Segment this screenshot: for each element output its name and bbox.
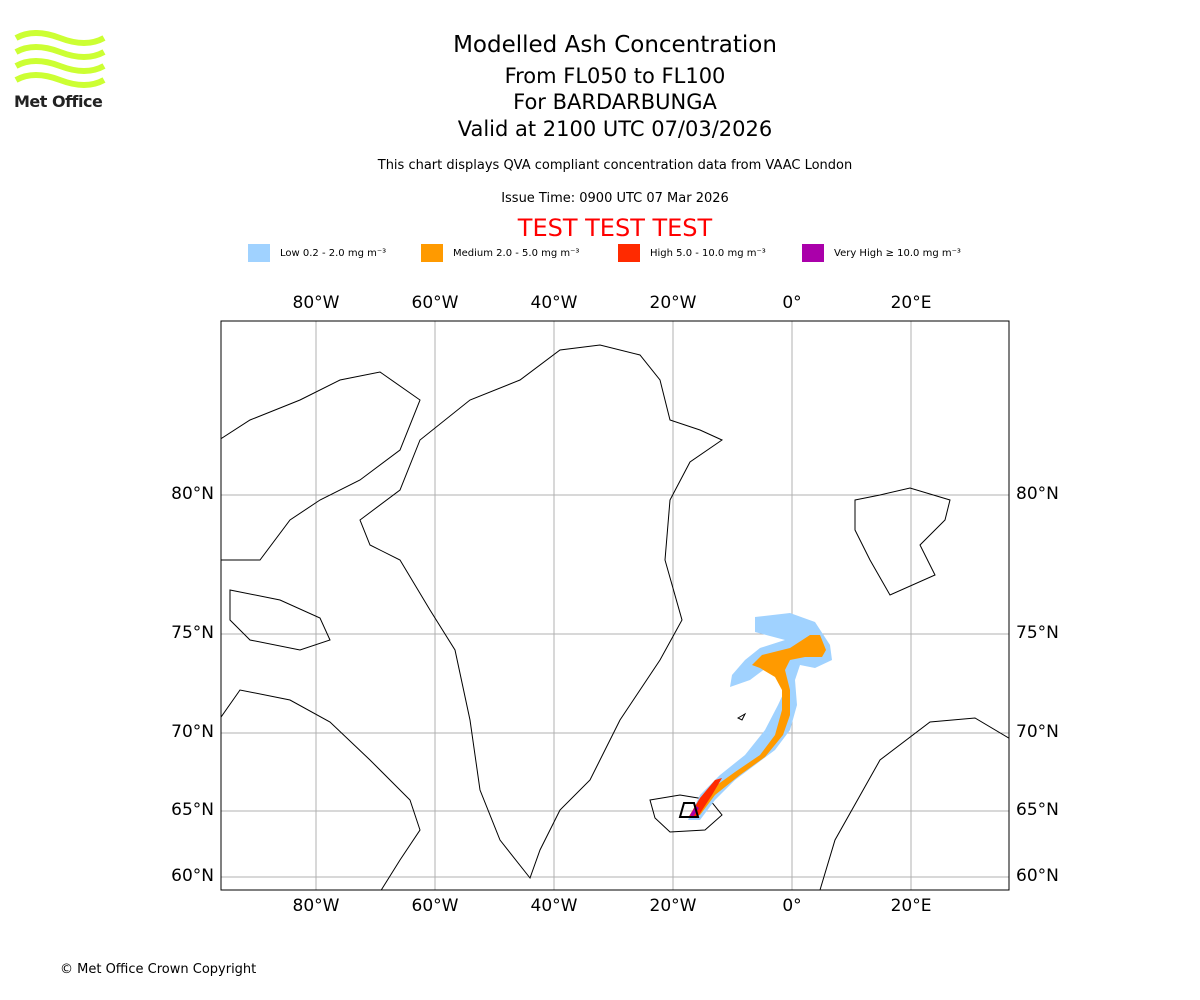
tick-label: 0° (782, 896, 802, 916)
tick-label: 60°N (1016, 866, 1059, 886)
flight-levels: From FL050 to FL100 (504, 64, 726, 88)
test-banner: TEST TEST TEST (517, 214, 713, 242)
volcano-marker (678, 802, 700, 818)
met-office-logo-icon (14, 30, 106, 88)
tick-label: 60°W (411, 293, 459, 313)
issue-time: Issue Time: 0900 UTC 07 Mar 2026 (501, 191, 729, 206)
logo-text: Met Office (14, 92, 103, 111)
legend-label: High 5.0 - 10.0 mg m⁻³ (650, 247, 766, 259)
jan-mayen (736, 712, 747, 721)
tick-label: 80°N (171, 484, 214, 504)
chart-title: Modelled Ash Concentration (453, 32, 777, 58)
legend-label: Very High ≥ 10.0 mg m⁻³ (834, 247, 961, 259)
tick-label: 75°N (171, 623, 214, 643)
tick-label: 70°N (171, 722, 214, 742)
legend-very-high: Very High ≥ 10.0 mg m⁻³ (802, 244, 961, 262)
legend-label: Medium 2.0 - 5.0 mg m⁻³ (453, 247, 580, 259)
iceland (649, 794, 723, 833)
tick-label: 60°W (411, 896, 459, 916)
map-frame (220, 320, 1010, 891)
legend-high: High 5.0 - 10.0 mg m⁻³ (618, 244, 766, 262)
legend-swatch (802, 244, 824, 262)
svalbard (854, 487, 951, 596)
tick-label: 40°W (530, 896, 578, 916)
legend-swatch (421, 244, 443, 262)
compliance-note: This chart displays QVA compliant concen… (377, 158, 853, 173)
tick-label: 65°N (171, 800, 214, 820)
tick-label: 20°E (890, 896, 932, 916)
scandinavia (819, 717, 1009, 890)
tick-label: 80°W (292, 293, 340, 313)
ash-plume (688, 613, 832, 820)
ellesmere-island (221, 371, 421, 561)
tick-label: 60°N (171, 866, 214, 886)
legend-label: Low 0.2 - 2.0 mg m⁻³ (280, 247, 387, 259)
tick-label: 0° (782, 293, 802, 313)
plume-low (688, 613, 832, 820)
tick-label: 65°N (1016, 800, 1059, 820)
legend-swatch (248, 244, 270, 262)
tick-label: 70°N (1016, 722, 1059, 742)
tick-label: 80°W (292, 896, 340, 916)
legend-medium: Medium 2.0 - 5.0 mg m⁻³ (421, 244, 579, 262)
tick-label: 20°W (649, 896, 697, 916)
legend-low: Low 0.2 - 2.0 mg m⁻³ (248, 244, 386, 262)
baffin-island (221, 689, 421, 890)
tick-label: 20°E (890, 293, 932, 313)
copyright: © Met Office Crown Copyright (60, 962, 257, 977)
gridlines (221, 321, 1009, 890)
devon-island (229, 589, 331, 651)
valid-time: Valid at 2100 UTC 07/03/2026 (457, 117, 773, 141)
tick-label: 80°N (1016, 484, 1059, 504)
plume-very-high (690, 806, 699, 817)
legend-swatch (618, 244, 640, 262)
volcano-name: For BARDARBUNGA (513, 90, 717, 114)
coastlines (221, 344, 1009, 890)
tick-label: 20°W (649, 293, 697, 313)
greenland (359, 344, 724, 880)
tick-label: 75°N (1016, 623, 1059, 643)
tick-label: 40°W (530, 293, 578, 313)
